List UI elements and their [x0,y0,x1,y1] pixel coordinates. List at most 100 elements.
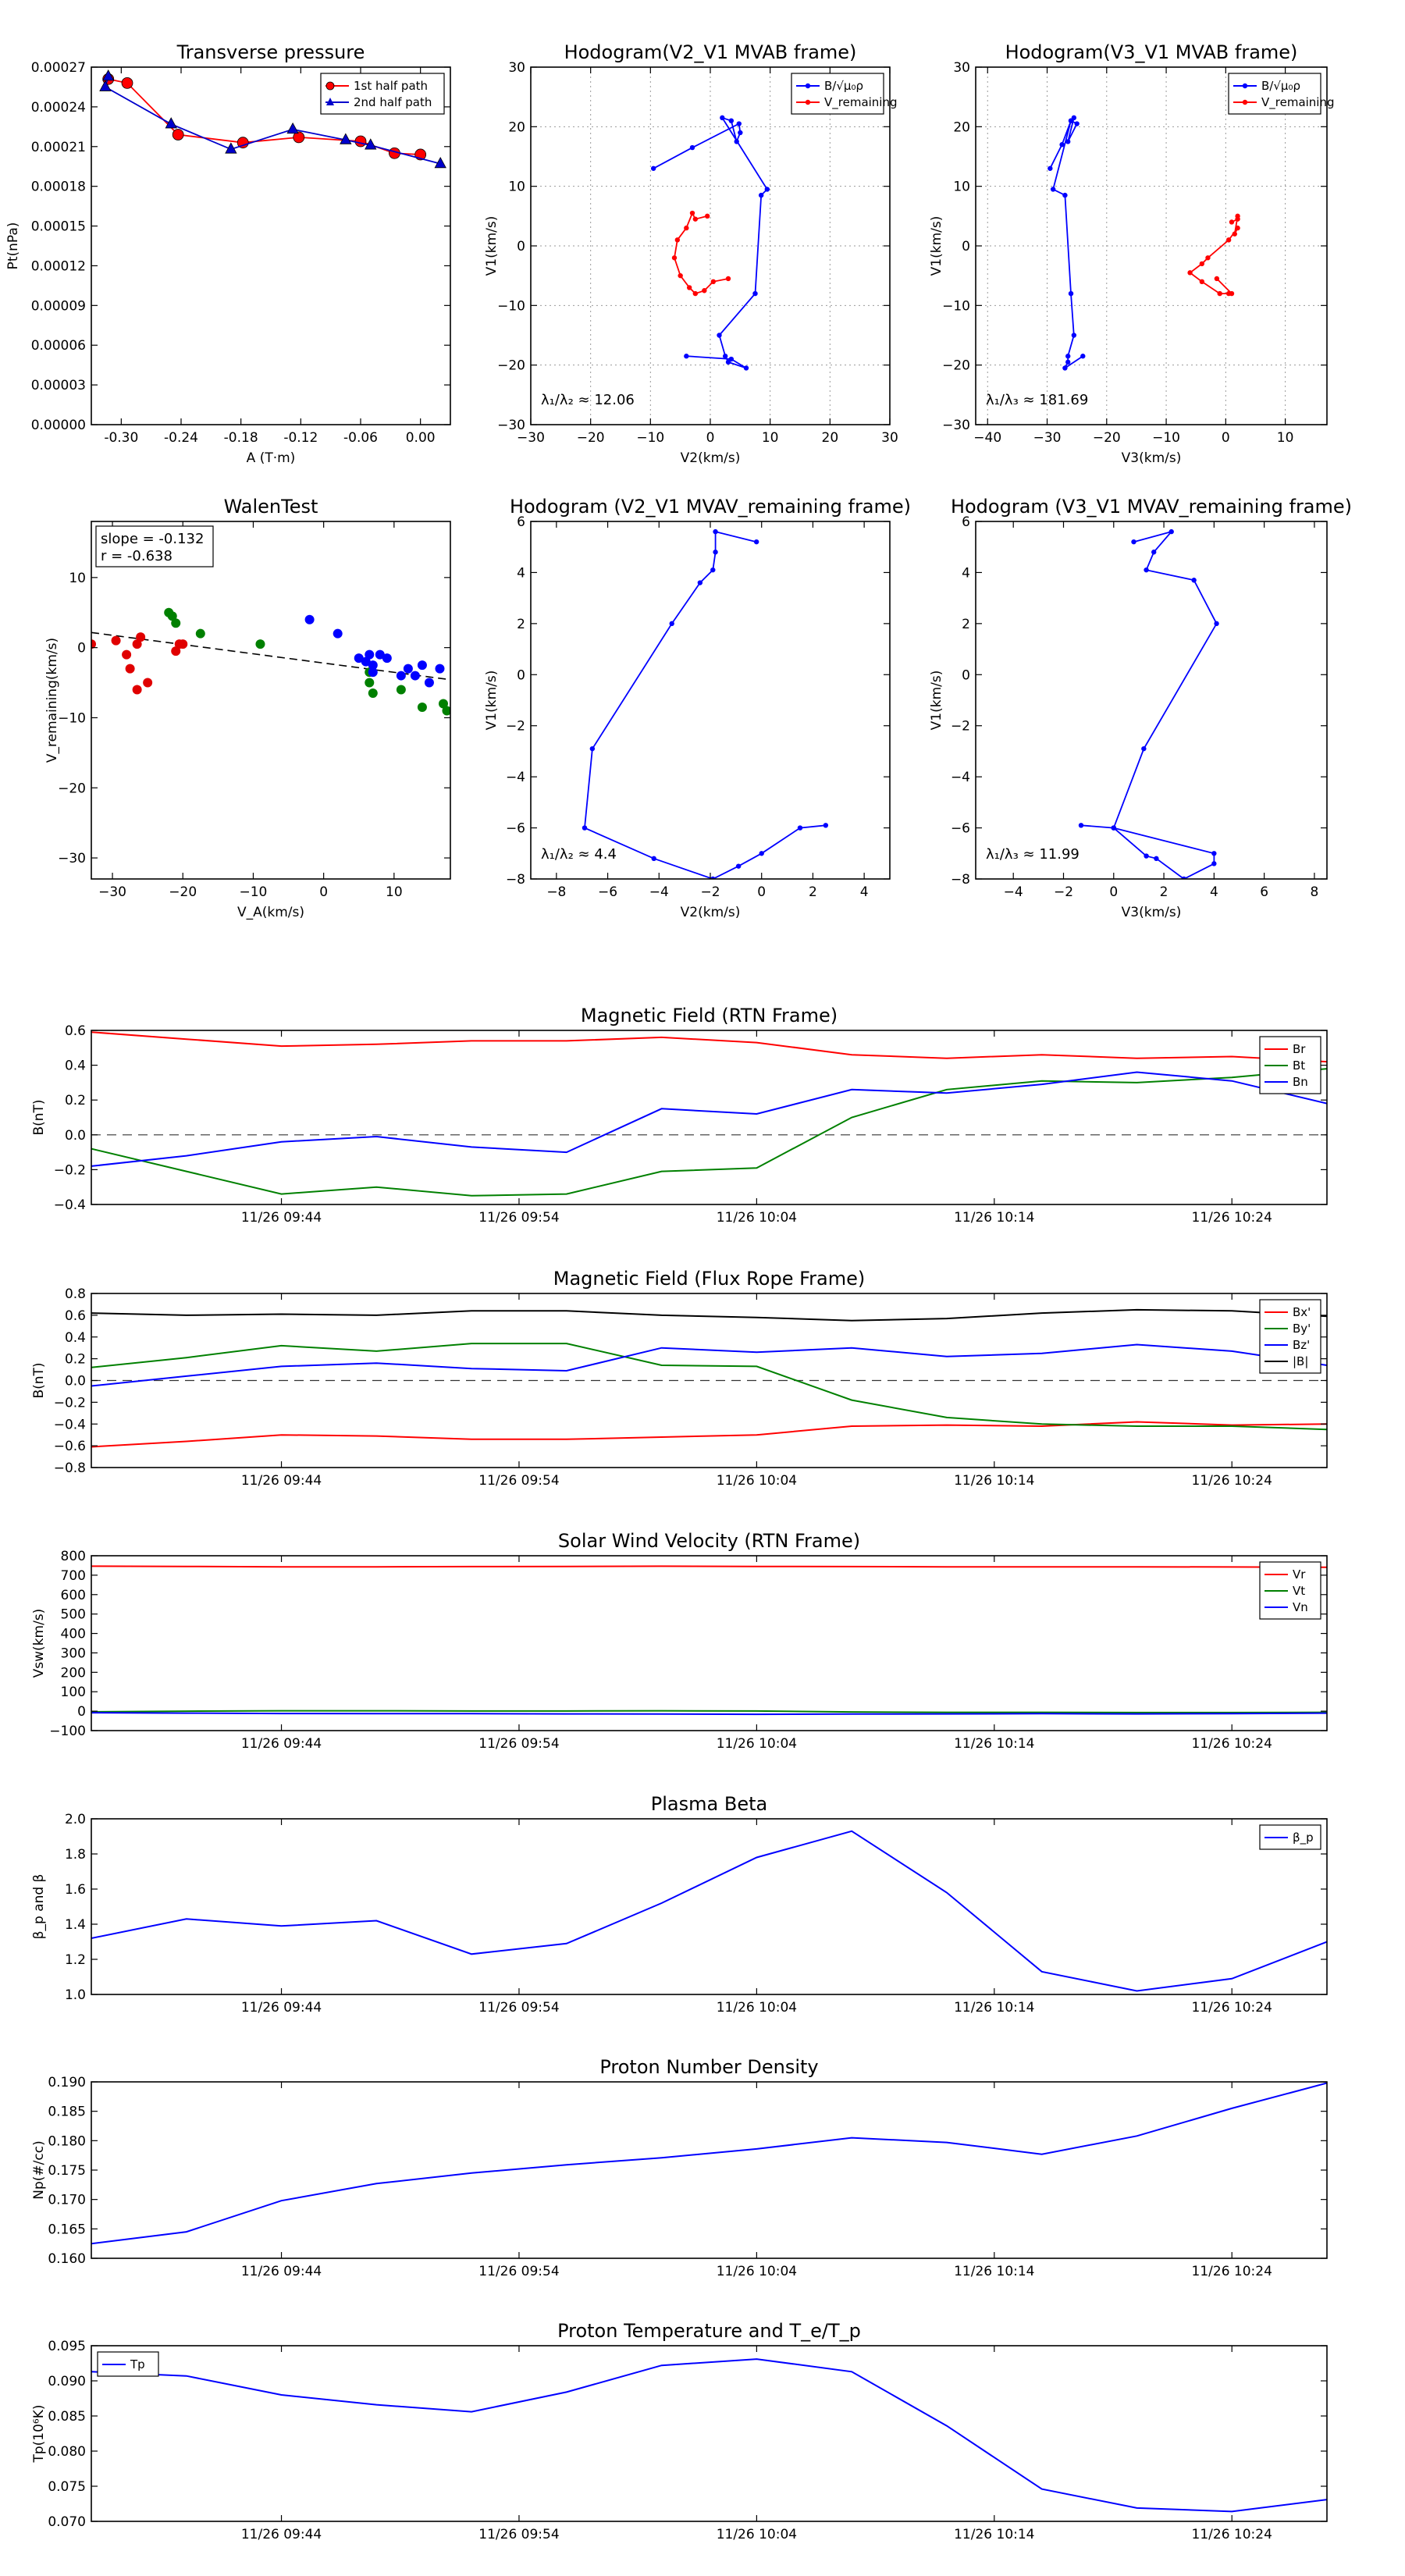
x-tick-label: 11/26 09:54 [478,1473,559,1489]
y-tick-label: 0.00027 [31,60,86,76]
magnetic-field-flux-rope-title: Magnetic Field (Flux Rope Frame) [553,1268,865,1290]
y-tick-label: −20 [58,781,86,796]
data-point [365,678,375,688]
y-tick-label: 0.180 [48,2133,86,2149]
series-line-transverse-pressure-1 [104,76,441,165]
hodogram-v2-v1-mvav-annotation: λ₁/λ₂ ≈ 4.4 [541,846,617,863]
x-tick-label: 11/26 09:54 [478,2264,559,2279]
y-tick-label: 20 [508,119,525,135]
proton-number-density-panel: Proton Number Density 11/26 09:44 11/26 09… [31,2056,1328,2279]
x-tick-label: 4 [860,884,869,900]
data-point [1229,219,1235,225]
x-tick-label: 0 [319,884,328,900]
legend-label: V_remaining [824,95,898,110]
y-tick-label: 30 [508,60,525,76]
data-point [1229,290,1235,297]
data-point [410,671,420,681]
plasma-beta-data [91,1830,1327,1992]
legend-label: 1st half path [354,79,428,93]
plasma-beta-plot-frame [91,1818,1328,1995]
hodogram-v2-v1-mvab-annotation: λ₁/λ₂ ≈ 12.06 [541,392,635,408]
series-line-plasma-beta-0 [91,1830,1327,1992]
x-tick-label: 11/26 10:04 [717,1736,797,1752]
series-line-magnetic-field-rtn-1 [91,1068,1327,1197]
x-tick-label: −30 [1033,430,1062,446]
x-tick-label: −6 [598,884,617,900]
walen-test-xlabel: V_A(km/s) [237,905,304,920]
y-tick-label: 0.160 [48,2251,86,2267]
data-point [684,225,689,231]
hodogram-v2-v1-mvav-panel: Hodogram (V2_V1 MVAV_remaining frame) −8 −… [484,496,911,920]
x-tick-label: −10 [240,884,268,900]
proton-temperature-legend: Tp [97,2351,159,2377]
data-point [195,628,205,639]
legend-marker [805,83,811,89]
data-point [99,80,112,91]
data-point [1211,861,1217,866]
x-tick-label: −10 [636,430,664,446]
x-tick-label: 11/26 09:54 [478,2527,559,2542]
x-tick-label: 11/26 10:24 [1192,2527,1272,2542]
x-tick-label: 11/26 09:44 [241,2000,322,2016]
x-tick-label: −2 [1054,884,1073,900]
y-tick-label: 0.165 [48,2222,86,2237]
data-point [1062,192,1068,198]
magnetic-field-flux-rope-ylabel: B(nT) [31,1362,47,1398]
magnetic-field-flux-rope-data [91,1308,1327,1448]
y-tick-label: 0.090 [48,2374,86,2389]
data-point [435,664,445,674]
x-tick-label: 0.00 [406,430,436,446]
x-tick-label: 11/26 10:04 [717,2000,797,2016]
legend-label: By' [1293,1322,1311,1336]
data-point [1065,139,1071,144]
x-tick-label: 10 [1277,430,1294,446]
data-point [692,216,699,222]
x-tick-label: −4 [649,884,669,900]
data-point [1191,578,1197,583]
y-tick-label: 0.2 [65,1093,86,1108]
data-point [172,129,184,141]
y-tick-label: 0.00000 [31,418,86,433]
x-tick-label: 11/26 10:24 [1192,1736,1272,1752]
y-tick-label: −0.2 [54,1162,86,1178]
solar-wind-velocity-plot-frame [91,1555,1328,1731]
x-tick-label: 0 [1222,430,1230,446]
series-line-magnetic-field-flux-rope-2 [91,1343,1327,1387]
walen-test-data [91,607,450,716]
magnetic-field-flux-rope-legend: Bx' By' Bz' |B| [1259,1299,1321,1374]
series-line-magnetic-field-flux-rope-0 [91,1421,1327,1448]
data-point [1059,142,1065,148]
x-tick-label: 6 [1260,884,1268,900]
x-tick-label: 0 [706,430,715,446]
data-point [1217,290,1222,297]
data-point [1205,255,1211,261]
hodogram-v2-v1-mvav-ylabel: V1(km/s) [484,671,500,731]
x-tick-label: 11/26 10:14 [954,1473,1034,1489]
x-tick-label: −30 [517,430,545,446]
series-line-hodogram-v3-v1-mvav-0 [1080,530,1218,879]
y-tick-label: 1.0 [65,1987,86,2003]
x-tick-label: −40 [973,430,1001,446]
data-point [382,653,392,664]
legend-label: V_remaining [1261,95,1335,110]
x-tick-label: 2 [809,884,817,900]
x-tick-label: 11/26 10:04 [717,1473,797,1489]
data-point [697,580,703,585]
transverse-pressure-xlabel: A (T·m) [247,450,296,466]
y-tick-label: 0.00012 [31,258,86,274]
hodogram-v3-v1-mvav-data [1078,528,1219,879]
y-tick-label: 1.6 [65,1882,86,1898]
y-tick-label: −6 [951,821,970,837]
hodogram-v3-v1-mvav-ylabel: V1(km/s) [929,671,944,731]
data-point [132,639,142,649]
legend-label: Bz' [1293,1338,1310,1352]
y-tick-label: 300 [61,1646,86,1661]
data-point [674,237,681,243]
x-tick-label: 11/26 10:14 [954,2264,1034,2279]
y-tick-label: 6 [962,514,970,530]
series-line-hodogram-v3-v1-mvab-0 [1049,115,1083,371]
y-tick-label: −2 [951,719,970,735]
legend-label: Br [1293,1042,1306,1056]
data-point [304,614,315,624]
data-point [403,664,413,674]
